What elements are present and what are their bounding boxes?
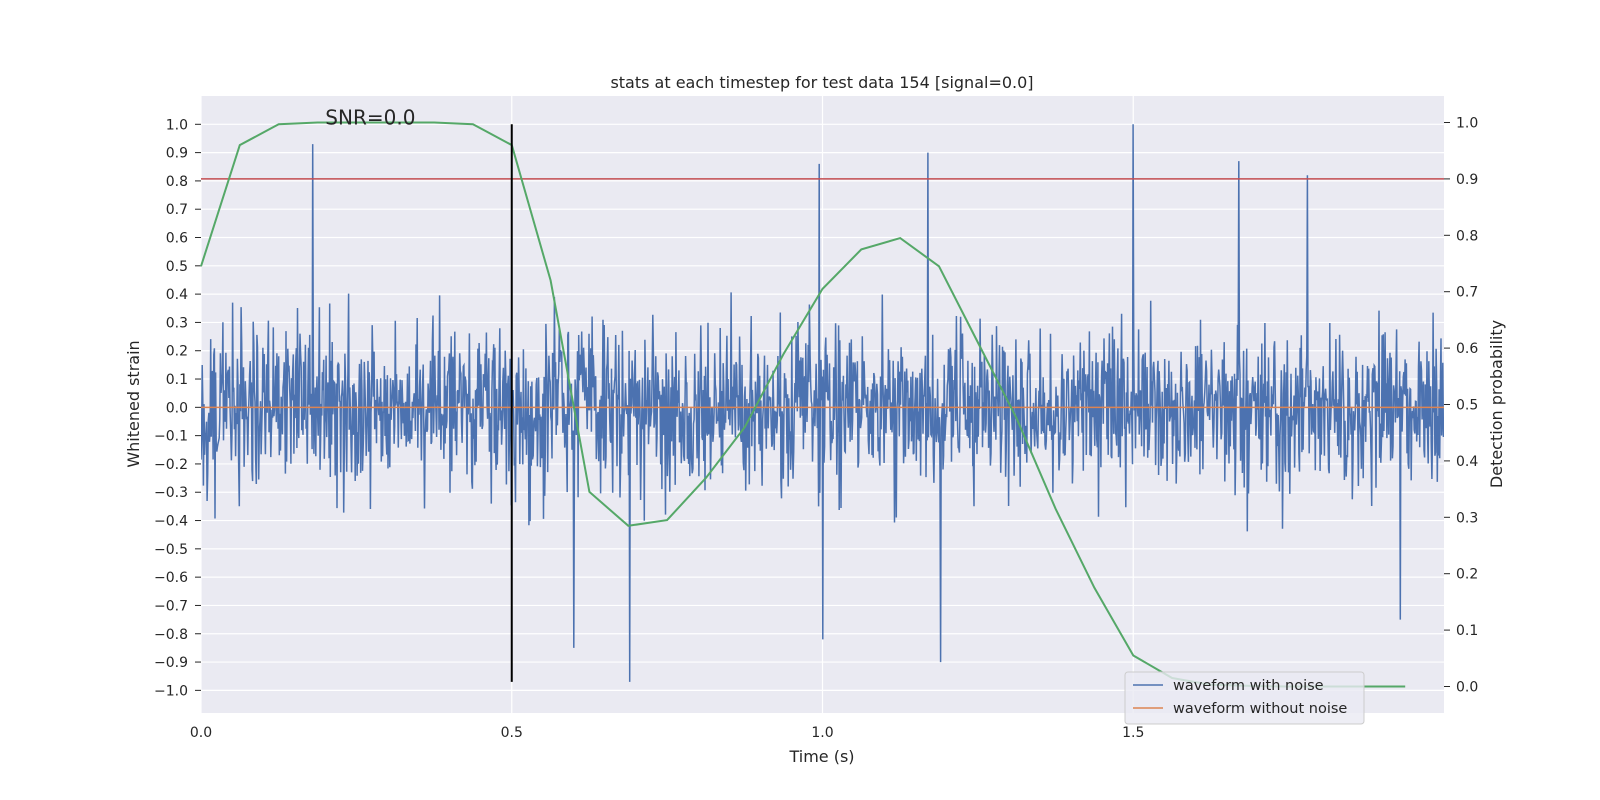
- legend-label-waveform-with-noise: waveform with noise: [1173, 678, 1324, 694]
- y-left-tick-label: −0.7: [154, 598, 188, 614]
- y-left-tick-label: −0.5: [154, 542, 188, 558]
- y-left-tick-label: 0.5: [166, 259, 188, 275]
- series-line-waveform-with-noise: [201, 124, 1444, 682]
- y-left-tick-label: −0.6: [154, 570, 188, 586]
- x-tick-label: 1.5: [1122, 725, 1144, 741]
- x-axis: 0.0 0.5 1.0 1.5: [190, 725, 1145, 741]
- y-right-tick-label: 0.2: [1456, 567, 1478, 583]
- y-right-tick-label: 0.9: [1456, 172, 1478, 188]
- y-right-tick-label: 0.7: [1456, 285, 1478, 301]
- y-left-tick-label: −0.9: [154, 655, 188, 671]
- y-right-tick-label: 1.0: [1456, 116, 1478, 132]
- y-right-tick-label: 0.3: [1456, 510, 1478, 526]
- y-right-tick-label: 0.6: [1456, 341, 1478, 357]
- y-left-tick-label: 0.1: [166, 372, 188, 388]
- x-tick-label: 1.0: [811, 725, 833, 741]
- y-axis-right-label: Detection probability: [1487, 320, 1506, 488]
- y-left-tick-label: −0.2: [154, 457, 188, 473]
- y-left-tick-label: −0.3: [154, 485, 188, 501]
- y-axis-left: 1.0 0.9 0.8 0.7 0.6 0.5 0.4 0.3 0.2 0.1 0.0 −0.1 −0.…: [154, 117, 201, 699]
- y-right-tick-label: 0.4: [1456, 454, 1478, 470]
- x-axis-label: Time (s): [788, 747, 854, 766]
- chart-title: stats at each timestep for test data 154…: [610, 73, 1033, 92]
- legend-label-waveform-without-noise: waveform without noise: [1173, 701, 1347, 717]
- y-axis-left-label: Whitened strain: [124, 340, 143, 467]
- series-layer: [201, 124, 1444, 682]
- y-left-tick-label: −0.8: [154, 627, 188, 643]
- y-left-tick-label: −0.1: [154, 429, 188, 445]
- legend-box: [1124, 671, 1365, 725]
- y-left-tick-label: 0.0: [166, 400, 188, 416]
- y-right-tick-label: 0.5: [1456, 398, 1478, 414]
- x-tick-label: 0.5: [501, 725, 523, 741]
- y-axis-right: 1.0 0.9 0.8 0.7 0.6 0.5 0.4 0.3 0.2 0.1 0.0: [1444, 116, 1478, 695]
- y-left-tick-label: 0.4: [166, 287, 188, 303]
- y-right-tick-label: 0.8: [1456, 228, 1478, 244]
- y-left-tick-label: 0.8: [166, 174, 188, 190]
- legend: waveform with noise waveform without noi…: [1124, 671, 1365, 725]
- y-left-tick-label: 0.2: [166, 344, 188, 360]
- y-right-tick-label: 0.0: [1456, 679, 1478, 695]
- y-left-tick-label: −0.4: [154, 514, 188, 530]
- y-right-tick-label: 0.1: [1456, 623, 1478, 639]
- x-tick-label: 0.0: [190, 725, 212, 741]
- y-left-tick-label: 0.3: [166, 315, 188, 331]
- snr-annotation: SNR=0.0: [325, 105, 415, 129]
- y-left-tick-label: 0.7: [166, 202, 188, 218]
- y-left-tick-label: 1.0: [166, 117, 188, 133]
- y-left-tick-label: −1.0: [154, 683, 188, 699]
- y-left-tick-label: 0.6: [166, 231, 188, 247]
- y-left-tick-label: 0.9: [166, 146, 188, 162]
